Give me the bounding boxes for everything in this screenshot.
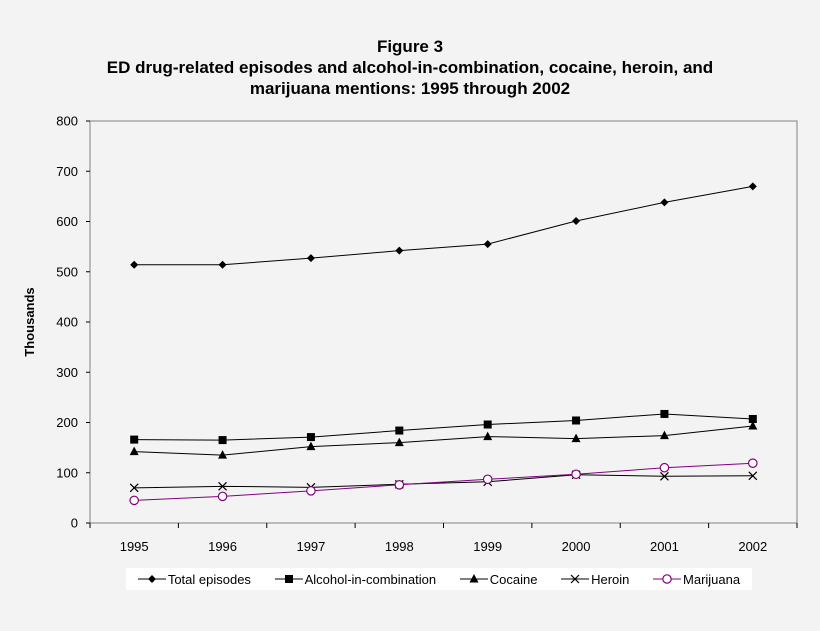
point-heroin [129, 483, 139, 493]
legend-item-marijuana: Marijuana [653, 572, 740, 587]
chart-subtitle-line-1: ED drug-related episodes and alcohol-in-… [106, 58, 714, 77]
point-alcohol-in-combination [572, 416, 581, 425]
point-alcohol-in-combination [748, 414, 757, 423]
point-alcohol-in-combination [483, 420, 492, 429]
y-tick-label: 400 [56, 315, 78, 330]
point-cocaine [659, 430, 669, 440]
x-tick-label: 1999 [473, 539, 502, 554]
point-total-episodes [572, 216, 581, 225]
legend-swatch [459, 574, 488, 583]
chart-subtitle-line-2: marijuana mentions: 1995 through 2002 [249, 79, 571, 98]
y-tick-label: 800 [56, 114, 78, 129]
marker-stroke [748, 471, 758, 481]
legend-label: Total episodes [167, 571, 251, 587]
legend-label: Cocaine [489, 571, 538, 587]
y-axis-label: Thousands [22, 287, 37, 356]
legend-swatch [274, 575, 303, 583]
legend-marker [147, 575, 156, 583]
point-marijuana [659, 462, 670, 473]
x-tick-label: 1998 [385, 539, 414, 554]
point-cocaine [394, 437, 404, 447]
point-marijuana [306, 486, 316, 496]
legend-swatch [137, 575, 166, 583]
series-line-alcohol-in-combination [134, 413, 753, 441]
x-tick-label: 1996 [208, 539, 237, 554]
legend-item-total-episodes: Total episodes [137, 571, 251, 587]
chart-title-block: Figure 3 ED drug-related episodes and al… [0, 36, 820, 99]
x-tick-label: 2001 [650, 539, 679, 554]
legend-marker [570, 574, 580, 584]
point-total-episodes [483, 240, 492, 249]
point-cocaine [306, 441, 316, 451]
point-total-episodes [660, 198, 669, 207]
series-line-heroin [134, 474, 753, 489]
point-total-episodes [130, 260, 139, 269]
point-alcohol-in-combination [306, 433, 315, 442]
chart-legend: Total episodes Alcohol-in-combination Coca… [126, 568, 752, 590]
marker-stroke [570, 574, 580, 584]
legend-marker [662, 574, 672, 584]
legend-label: Marijuana [683, 571, 741, 587]
marker-stroke [129, 483, 139, 493]
legend-swatch [561, 574, 590, 584]
point-alcohol-in-combination [660, 409, 669, 418]
series-line-marijuana [134, 462, 753, 501]
series-line-total-episodes [134, 185, 753, 266]
x-tick-label: 1997 [296, 539, 325, 554]
point-cocaine [571, 433, 581, 443]
plot-area [89, 120, 798, 524]
point-marijuana [217, 491, 228, 502]
legend-marker [284, 575, 293, 583]
point-total-episodes [748, 182, 757, 191]
y-tick-label: 500 [56, 264, 78, 279]
marker-stroke [218, 481, 227, 491]
point-cocaine [483, 431, 493, 441]
point-alcohol-in-combination [218, 436, 227, 445]
point-marijuana [129, 495, 139, 506]
point-marijuana [394, 480, 405, 490]
legend-item-cocaine: Cocaine [459, 571, 538, 587]
legend-marker [469, 574, 479, 583]
point-marijuana [482, 474, 493, 485]
legend-swatch [653, 574, 682, 584]
chart-title: Figure 3 [376, 37, 444, 56]
y-tick-label: 700 [56, 164, 78, 179]
point-total-episodes [218, 260, 227, 269]
y-tick-label: 300 [56, 365, 78, 380]
point-cocaine [218, 450, 228, 459]
point-cocaine [748, 421, 758, 430]
point-alcohol-in-combination [130, 435, 139, 444]
point-alcohol-in-combination [395, 426, 404, 435]
point-heroin [660, 471, 669, 481]
point-total-episodes [306, 254, 315, 263]
series-line-cocaine [134, 425, 753, 456]
legend-label: Alcohol-in-combination [304, 571, 437, 587]
point-heroin [748, 471, 758, 481]
point-marijuana [748, 458, 758, 469]
legend-item-heroin: Heroin [561, 572, 629, 587]
legend-label: Heroin [591, 571, 630, 587]
marker-stroke [660, 471, 669, 481]
x-tick-label: 2002 [738, 539, 767, 554]
y-tick-label: 200 [56, 415, 78, 430]
point-total-episodes [395, 246, 404, 255]
y-tick-label: 600 [56, 214, 78, 229]
y-tick-label: 0 [71, 516, 78, 531]
point-cocaine [129, 446, 139, 456]
x-tick-label: 2000 [562, 539, 591, 554]
y-tick-label: 100 [56, 465, 78, 480]
legend-item-alcohol-in-combination: Alcohol-in-combination [274, 571, 437, 587]
point-heroin [218, 481, 227, 491]
x-tick-label: 1995 [120, 539, 149, 554]
point-marijuana [571, 469, 581, 480]
